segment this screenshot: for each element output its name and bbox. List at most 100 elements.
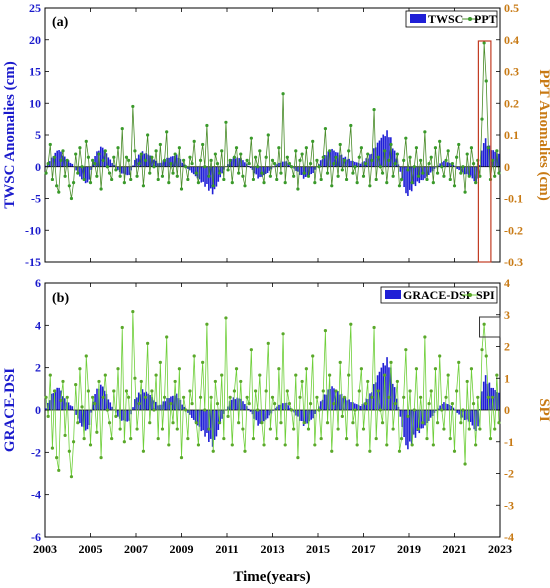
bar [194, 410, 197, 423]
bar [204, 410, 206, 437]
series-point [378, 165, 383, 169]
series-point [482, 322, 486, 326]
bar [168, 157, 170, 167]
series-point [78, 146, 82, 150]
series-point [465, 379, 469, 384]
series-point [80, 165, 84, 169]
series-point [124, 389, 129, 393]
bar [446, 404, 449, 410]
y-tick-label: 0 [35, 160, 41, 174]
series-point [156, 436, 160, 441]
series-point [203, 408, 207, 412]
bar [403, 166, 405, 188]
bar [175, 154, 178, 167]
series-point [281, 332, 285, 336]
series-point [461, 408, 465, 412]
bar [300, 410, 303, 422]
series-point [135, 427, 139, 431]
series-point [139, 379, 143, 384]
bar [473, 166, 476, 182]
bar [62, 396, 64, 410]
series-point [289, 165, 294, 169]
bar [445, 403, 447, 410]
series-point [342, 158, 347, 162]
series-point [215, 402, 220, 406]
series-point [467, 174, 471, 178]
y2-tick-label: -0.1 [504, 192, 523, 206]
series-point [313, 181, 317, 185]
series-point [126, 395, 131, 399]
series-point [315, 158, 319, 162]
series-point [376, 155, 380, 159]
bar [249, 410, 252, 412]
series-point [63, 433, 67, 437]
series-point [287, 161, 292, 166]
x-tick-label: 2011 [215, 542, 238, 556]
series-point [277, 146, 281, 150]
series-point [328, 149, 332, 153]
bar [486, 145, 489, 167]
series-point [459, 421, 463, 425]
bar [69, 162, 72, 167]
bar [192, 166, 195, 175]
legend-bar-swatch [385, 290, 401, 299]
bar [45, 165, 47, 167]
series-point [179, 456, 184, 460]
series-point [99, 187, 103, 191]
y-tick-label: 15 [29, 65, 41, 79]
bar [372, 384, 375, 410]
bar [134, 159, 136, 167]
series-point [86, 389, 90, 393]
series-point [46, 414, 50, 418]
bar [194, 166, 197, 177]
panel-a-frame [44, 7, 501, 263]
bar [300, 166, 303, 176]
bar [287, 405, 290, 410]
series-point [448, 436, 452, 441]
bar [310, 166, 313, 175]
bar [306, 410, 309, 424]
bar [276, 406, 278, 410]
series-point [213, 152, 217, 156]
y-tick-label: -5 [31, 192, 41, 206]
bar [452, 165, 455, 167]
bar [348, 399, 350, 410]
bar [149, 155, 151, 167]
bar [386, 357, 388, 410]
series-point [389, 360, 393, 364]
y2-tick-label: -2 [504, 467, 514, 481]
bar [242, 160, 244, 167]
y2-tick-label: -0.3 [504, 255, 523, 269]
series-point [55, 456, 59, 460]
series-point [421, 421, 425, 425]
series-point [59, 158, 63, 162]
bar [164, 401, 167, 410]
bar [96, 388, 98, 410]
y2-tick-label: 0.5 [504, 1, 519, 15]
series-point [65, 395, 69, 399]
series-point [325, 171, 330, 175]
y2-tick-label: 0.1 [504, 128, 519, 142]
series-point [359, 146, 363, 150]
series-point [414, 367, 419, 371]
series-point [61, 149, 65, 153]
series-point [137, 161, 141, 166]
y2-tick-label: -0.2 [504, 223, 523, 237]
bar [443, 160, 445, 167]
bar [63, 156, 66, 167]
series-point [177, 146, 181, 150]
bar [213, 166, 216, 190]
bar [149, 395, 151, 410]
bar [62, 155, 64, 167]
series-point [220, 149, 224, 153]
series-point [101, 158, 105, 162]
series-point [404, 136, 408, 140]
bar [431, 410, 434, 417]
series-point [493, 174, 497, 178]
y-tick-label: 25 [29, 1, 41, 15]
series-point [412, 408, 416, 412]
series-point [298, 395, 302, 399]
bar [299, 166, 301, 175]
series-point [262, 181, 266, 185]
series-point [438, 354, 442, 358]
